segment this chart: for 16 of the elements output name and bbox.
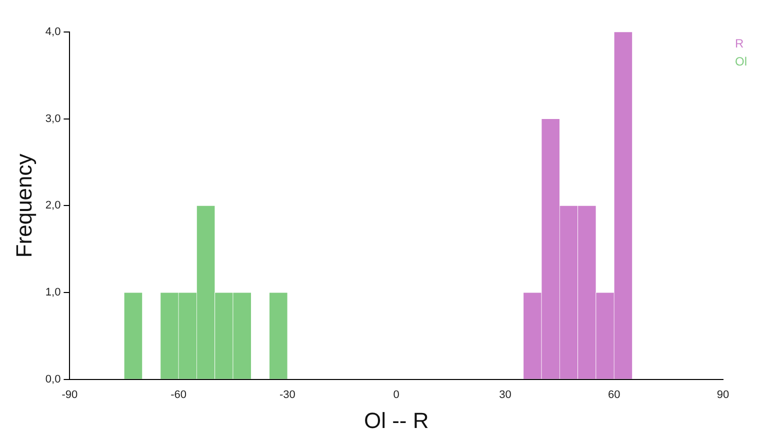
y-tick-label: 1,0	[45, 286, 61, 299]
x-tick-label: 0	[393, 389, 400, 402]
x-tick-label: 90	[716, 389, 730, 402]
y-axis-title: Frequency	[11, 154, 36, 258]
x-tick-label: 60	[608, 389, 620, 402]
text: Ol	[735, 54, 747, 68]
y-tick-label: 2,0	[45, 200, 61, 212]
x-tick-label: -90	[62, 389, 78, 402]
y-tick-label: 0,0	[45, 373, 61, 386]
text: R	[735, 36, 744, 50]
y-tick-label: 4,0	[45, 26, 61, 38]
y-tick-label: 3,0	[45, 112, 61, 125]
x-tick-label: -30	[280, 389, 296, 402]
x-tick-label: -60	[170, 389, 187, 402]
x-tick-label: 30	[499, 389, 512, 402]
x-axis-title: Ol -- R	[364, 408, 429, 433]
